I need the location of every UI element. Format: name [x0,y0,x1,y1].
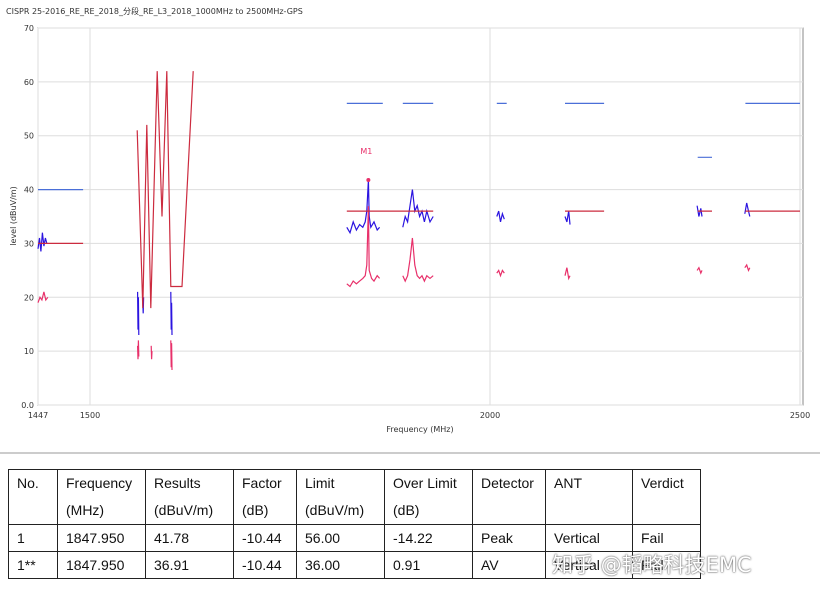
y-tick-label: 0.0 [21,401,34,410]
header-text: Factor [242,475,282,491]
table-cell: 0.91 [384,551,473,579]
trace [38,102,800,191]
x-tick-label: 2000 [480,411,500,420]
header-cell: Results (dBuV/m) [145,469,234,525]
header-text: Results [154,475,201,491]
table-cell: Fail [632,524,701,552]
header-text: ANT [554,475,582,491]
table-cell: 1** [8,551,58,579]
table-cell: 36.91 [145,551,234,579]
y-tick-label: 60 [24,78,34,87]
marker-label: M1 [360,147,372,156]
trace [37,206,751,371]
header-cell: Over Limit (dB) [384,469,473,525]
chart-title: CISPR 25-2016_RE_RE_2018_分段_RE_L3_2018_1… [6,6,303,16]
x-tick-label: 1447 [28,411,48,420]
results-table: No. Frequency (MHz) Results (dBuV/m) Factor (d… [8,469,701,579]
header-text: (MHz) [66,502,105,518]
table-cell: Peak [472,524,546,552]
table-cell: -14.22 [384,524,473,552]
table-cell: 1847.950 [57,524,146,552]
trace [37,179,751,336]
x-tick-label: 1500 [80,411,100,420]
header-row: No. Frequency (MHz) Results (dBuV/m) Factor (d… [8,469,701,525]
header-text: (dB) [242,502,269,518]
y-axis-label: level (dBuV/m) [9,186,18,245]
header-cell: No. [8,469,58,525]
table-cell: AV [472,551,546,579]
table-cell: Fail [632,551,701,579]
x-axis-label: Frequency (MHz) [386,425,453,434]
y-tick-label: 70 [24,24,34,33]
y-tick-label: 20 [24,293,34,302]
watermark: 知乎 @韬略科技EMC [552,553,752,577]
header-text: (dBuV/m) [305,502,365,518]
table-cell: 56.00 [296,524,385,552]
table-cell: -10.44 [233,524,297,552]
header-cell: ANT [545,469,633,525]
table-cell: -10.44 [233,551,297,579]
header-text: Detector [481,475,534,491]
header-text: Verdict [641,475,684,491]
chart: CISPR 25-2016_RE_RE_2018_分段_RE_L3_2018_1… [0,6,820,454]
header-text: (dB) [393,502,420,518]
header-cell: Detector [472,469,546,525]
header-text: Limit [305,475,335,491]
header-cell: Limit (dBuV/m) [296,469,385,525]
y-tick-label: 40 [24,186,34,195]
header-cell: Factor (dB) [233,469,297,525]
trace [38,71,800,309]
header-text: No. [17,475,39,491]
y-tick-label: 30 [24,239,34,248]
header-text: Frequency [66,475,133,491]
marker-dot [366,177,371,182]
y-tick-label: 10 [24,347,34,356]
table-cell: Vertical [545,524,633,552]
table-cell: 1 [8,524,58,552]
header-text: (dBuV/m) [154,502,214,518]
table-cell: 1847.950 [57,551,146,579]
table-row: 1** 1847.950 36.91 -10.44 36.00 0.91 AV Vertica… [8,551,701,579]
y-tick-label: 50 [24,132,34,141]
table-row: 1 1847.950 41.78 -10.44 56.00 -14.22 Peak Verti… [8,524,701,552]
table-cell: 41.78 [145,524,234,552]
table-cell: Vertical [545,551,633,579]
header-cell: Frequency (MHz) [57,469,146,525]
header-text: Over Limit [393,475,457,491]
x-tick-label: 2500 [790,411,810,420]
table-cell: 36.00 [296,551,385,579]
header-cell: Verdict [632,469,701,525]
